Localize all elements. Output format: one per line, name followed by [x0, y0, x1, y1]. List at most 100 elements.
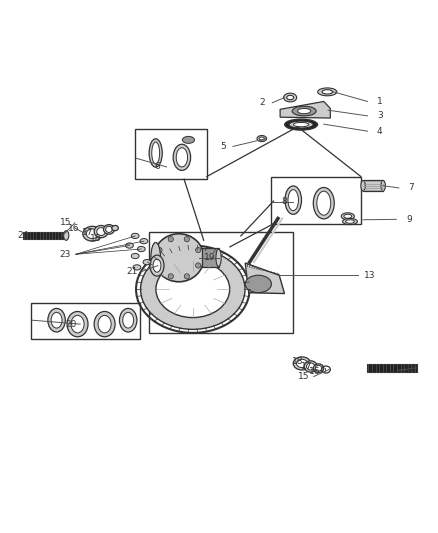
Bar	[22, 231, 63, 239]
Text: 18: 18	[90, 233, 102, 243]
Ellipse shape	[150, 255, 164, 276]
Ellipse shape	[257, 135, 267, 142]
Text: 6: 6	[154, 163, 160, 172]
Ellipse shape	[126, 243, 134, 248]
Ellipse shape	[149, 139, 162, 167]
Ellipse shape	[94, 311, 115, 337]
Ellipse shape	[182, 136, 194, 143]
Ellipse shape	[293, 123, 309, 127]
Ellipse shape	[292, 106, 316, 116]
Ellipse shape	[131, 233, 139, 239]
Ellipse shape	[346, 220, 354, 223]
Ellipse shape	[138, 246, 145, 252]
Circle shape	[168, 274, 173, 279]
Text: 17: 17	[300, 361, 312, 370]
Ellipse shape	[67, 311, 88, 337]
Ellipse shape	[176, 148, 187, 167]
Ellipse shape	[133, 265, 141, 270]
Text: 18: 18	[292, 357, 304, 366]
Text: 8: 8	[282, 197, 287, 206]
Ellipse shape	[341, 213, 354, 220]
Text: 4: 4	[377, 127, 382, 136]
Ellipse shape	[313, 364, 324, 373]
Text: 19: 19	[204, 253, 215, 262]
Ellipse shape	[154, 234, 204, 282]
Circle shape	[184, 274, 190, 279]
Ellipse shape	[245, 275, 272, 293]
Circle shape	[157, 263, 162, 268]
Ellipse shape	[151, 243, 160, 273]
Ellipse shape	[344, 214, 352, 218]
Ellipse shape	[289, 121, 313, 128]
Circle shape	[184, 237, 190, 242]
Ellipse shape	[343, 219, 357, 224]
Ellipse shape	[143, 260, 151, 265]
Ellipse shape	[140, 239, 148, 244]
Ellipse shape	[103, 224, 114, 234]
Ellipse shape	[322, 90, 332, 94]
Ellipse shape	[106, 227, 112, 232]
Ellipse shape	[173, 144, 191, 171]
Ellipse shape	[297, 108, 311, 114]
Ellipse shape	[381, 181, 385, 191]
Text: 1: 1	[377, 97, 382, 106]
Ellipse shape	[153, 259, 161, 272]
Text: 5: 5	[220, 142, 226, 151]
Text: 15: 15	[298, 372, 310, 381]
Circle shape	[157, 247, 162, 253]
Bar	[363, 181, 383, 191]
Ellipse shape	[361, 181, 365, 191]
Text: 7: 7	[408, 183, 414, 192]
Text: 3: 3	[377, 111, 382, 120]
Ellipse shape	[112, 225, 118, 231]
Ellipse shape	[318, 88, 337, 96]
Text: 21: 21	[126, 267, 138, 276]
Ellipse shape	[156, 261, 230, 318]
Polygon shape	[245, 263, 285, 294]
Ellipse shape	[293, 357, 311, 370]
Text: 9: 9	[406, 215, 412, 224]
Circle shape	[196, 263, 201, 268]
Text: 17: 17	[82, 228, 94, 237]
Text: 16: 16	[68, 223, 79, 232]
Ellipse shape	[315, 366, 322, 371]
Ellipse shape	[51, 312, 62, 328]
Ellipse shape	[71, 316, 84, 333]
Ellipse shape	[285, 186, 301, 214]
Ellipse shape	[97, 228, 106, 236]
Ellipse shape	[86, 229, 99, 239]
Ellipse shape	[287, 95, 293, 100]
Bar	[272, 176, 361, 224]
Circle shape	[196, 247, 201, 253]
Ellipse shape	[285, 119, 318, 130]
Bar	[202, 248, 219, 268]
Text: 24: 24	[17, 231, 28, 240]
Bar	[367, 364, 417, 372]
Ellipse shape	[288, 190, 298, 211]
Ellipse shape	[297, 359, 307, 368]
Ellipse shape	[307, 363, 315, 370]
Ellipse shape	[64, 231, 69, 240]
Ellipse shape	[94, 225, 108, 238]
Ellipse shape	[216, 249, 221, 266]
Text: 20: 20	[65, 320, 76, 329]
Text: 23: 23	[60, 250, 71, 259]
Text: 14: 14	[405, 366, 416, 375]
Ellipse shape	[123, 312, 134, 328]
Bar	[31, 303, 141, 338]
Ellipse shape	[259, 137, 265, 140]
Ellipse shape	[83, 227, 102, 241]
Bar	[135, 129, 207, 179]
Circle shape	[168, 237, 173, 242]
Text: 13: 13	[364, 271, 375, 280]
Ellipse shape	[98, 316, 111, 333]
Polygon shape	[280, 101, 330, 118]
Text: 15: 15	[60, 219, 71, 228]
Text: 2: 2	[260, 98, 265, 107]
Ellipse shape	[48, 309, 65, 332]
Ellipse shape	[304, 361, 317, 372]
Ellipse shape	[120, 309, 137, 332]
Ellipse shape	[141, 249, 245, 329]
Ellipse shape	[313, 188, 334, 219]
Text: 16: 16	[309, 367, 321, 376]
